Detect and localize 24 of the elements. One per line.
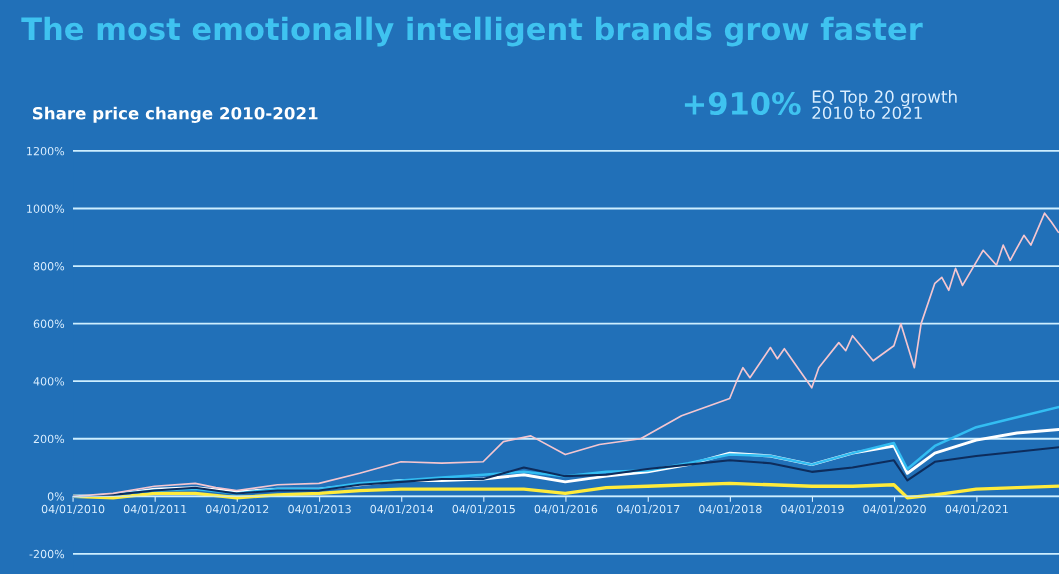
y-tick-label: 0%	[47, 492, 65, 501]
text: +910%	[684, 91, 801, 116]
x-tick-label: 04/01/2016	[534, 504, 598, 515]
x-tick-label: 04/01/2017	[616, 504, 680, 515]
y-tick-label: -200%	[29, 549, 65, 559]
chart-subtitle: Share price change 2010-2021	[32, 106, 318, 123]
y-tick-label: 600%	[33, 319, 65, 329]
y-tick-label: 1200%	[27, 146, 65, 156]
text: EQ Top 20 growth 2010 to 2021	[812, 90, 957, 120]
y-tick-label: 200%	[33, 434, 65, 444]
x-tick-label: 04/01/2015	[452, 504, 515, 515]
x-tick-label: 04/01/2011	[123, 504, 187, 515]
chart-title: The most emotionally intelligent brands grow faster	[21, 16, 923, 47]
y-tick-label: 1000%	[27, 204, 65, 213]
x-tick-label: 04/01/2020	[863, 504, 926, 515]
x-tick-label: 04/01/2019	[781, 504, 844, 515]
y-tick-label: 800%	[33, 262, 65, 271]
x-tick-label: 04/01/2010	[41, 504, 105, 515]
x-tick-label: 04/01/2013	[288, 504, 351, 515]
x-tick-label: 04/01/2021	[945, 504, 1008, 515]
x-tick-label: 04/01/2012	[205, 504, 269, 515]
x-tick-label: 04/01/2018	[699, 504, 762, 515]
x-tick-label: 04/01/2014	[370, 504, 434, 515]
y-tick-label: 400%	[33, 377, 65, 386]
